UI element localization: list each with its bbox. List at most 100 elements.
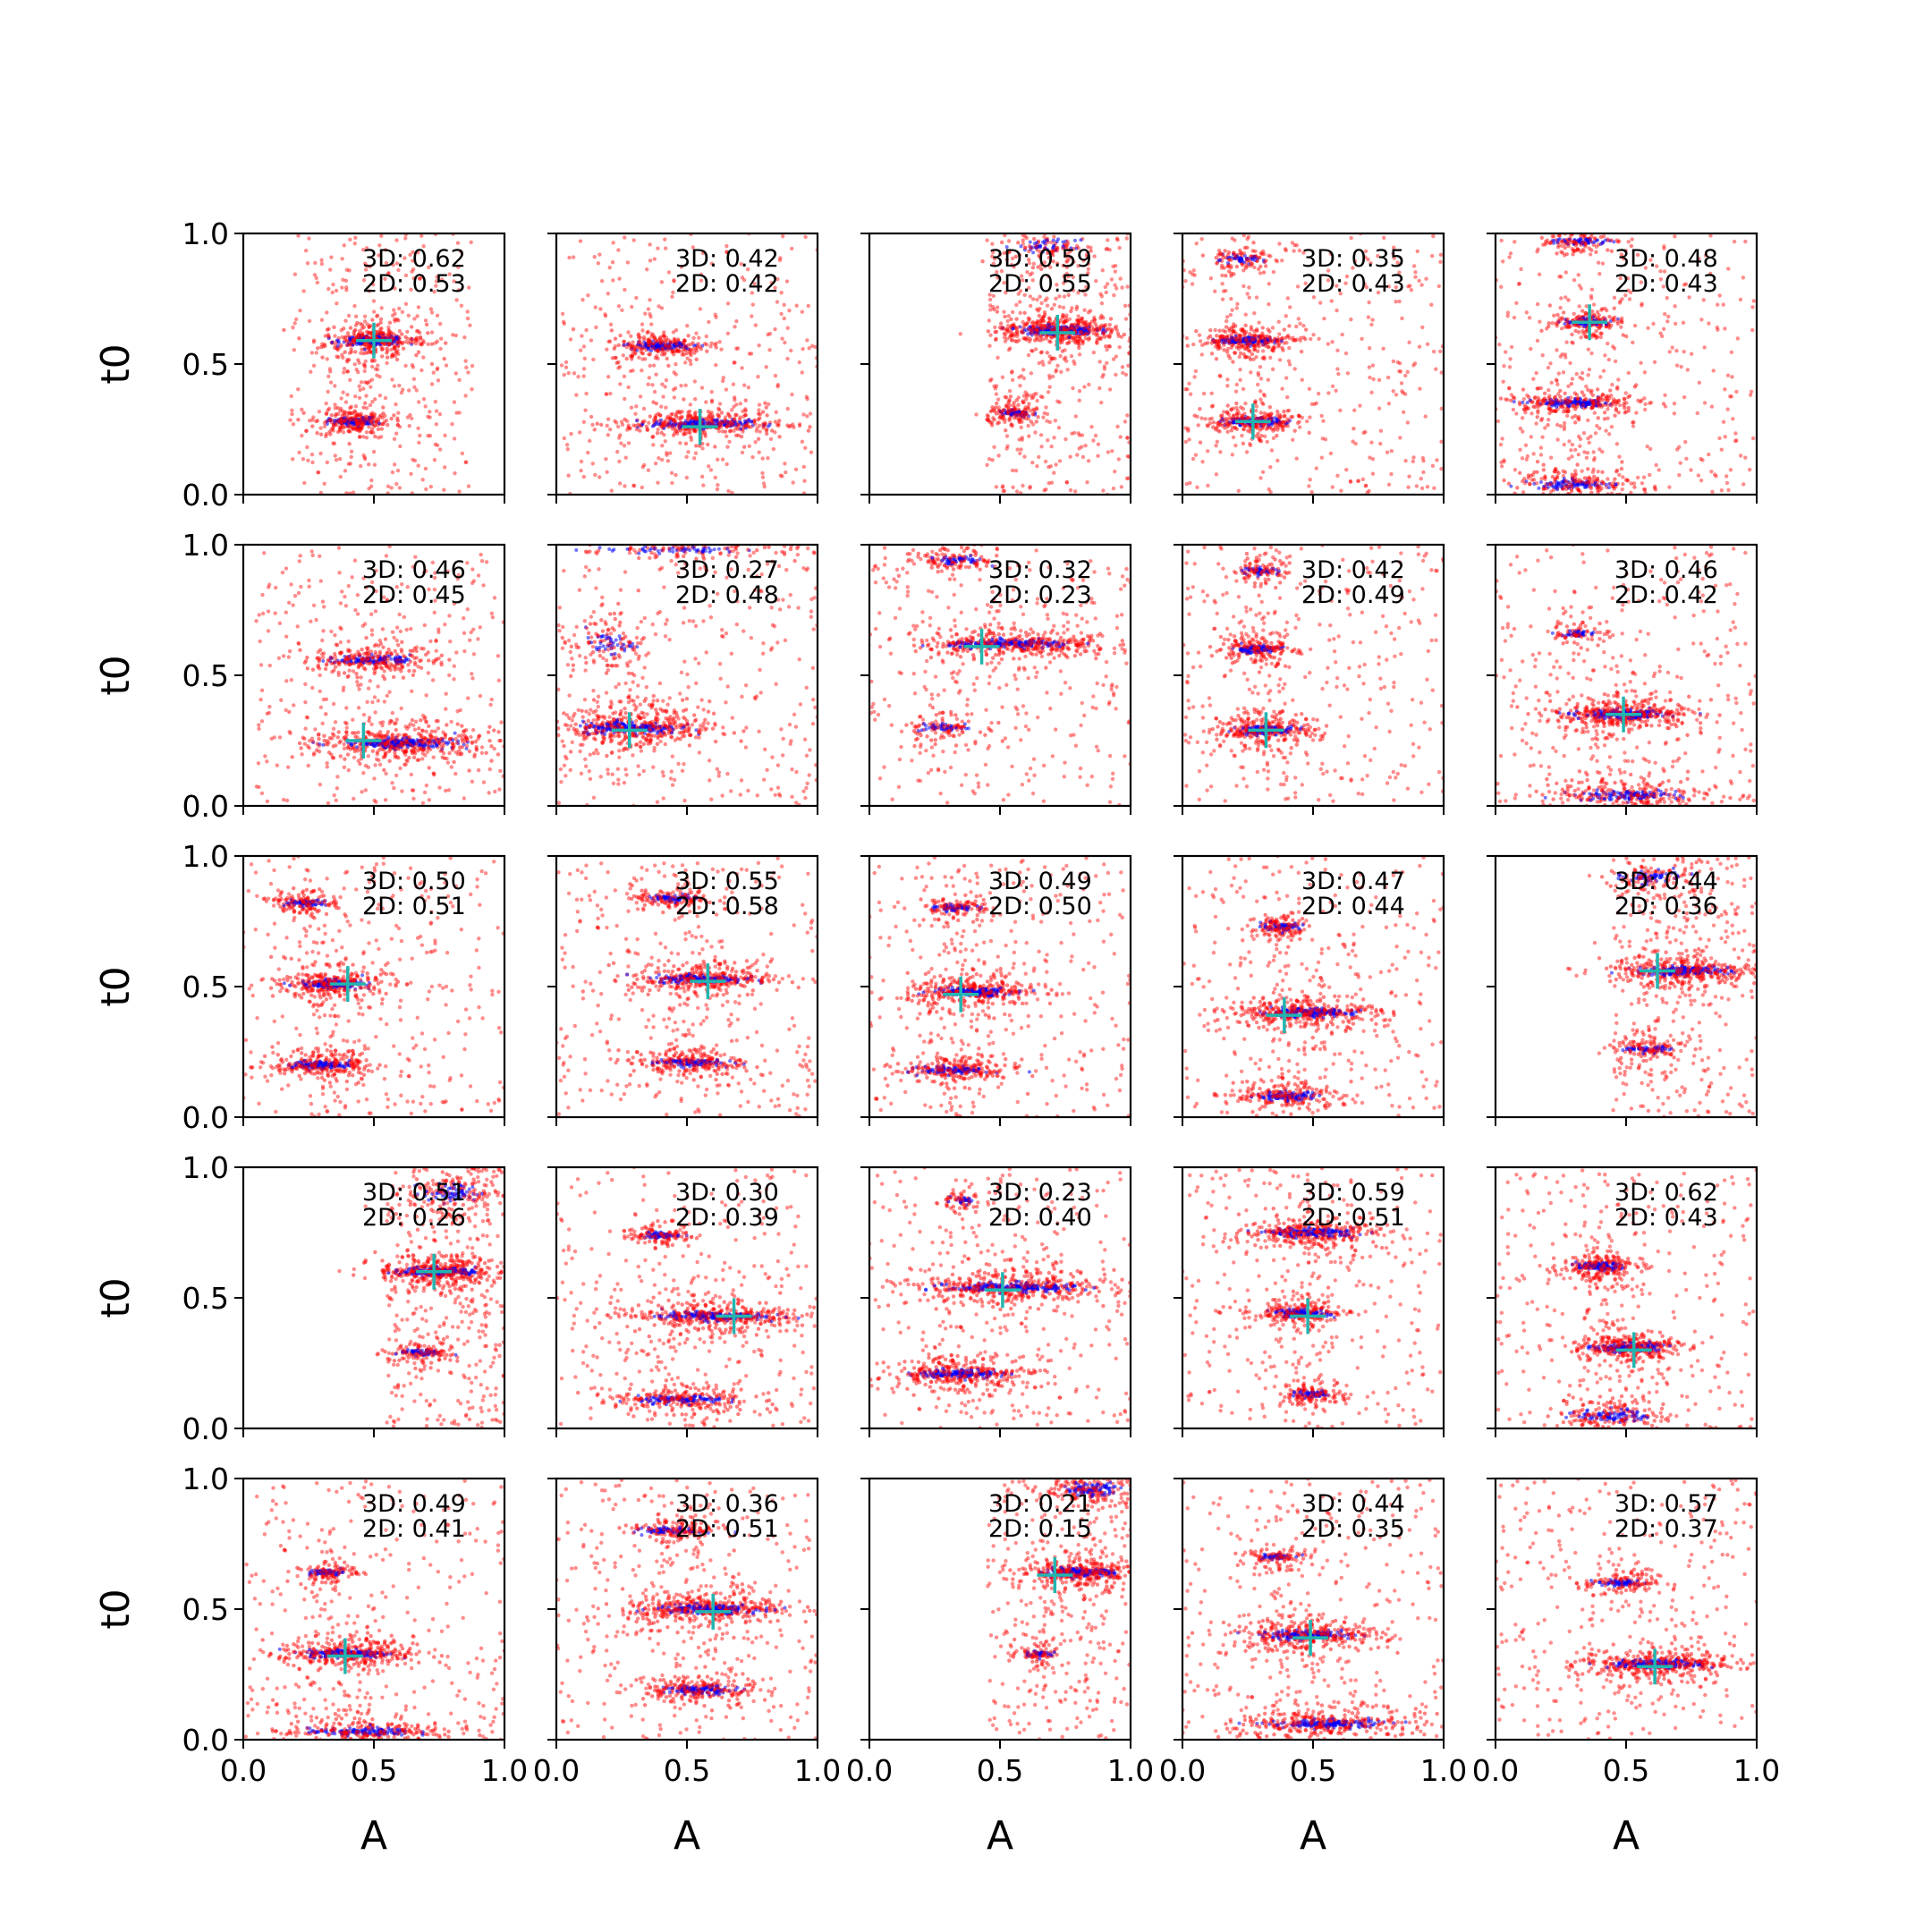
point-3d (1253, 254, 1258, 258)
point-3d-scatter (1309, 336, 1313, 342)
point-3d-scatter (322, 481, 326, 486)
point-3d (1047, 354, 1052, 359)
point-3d (994, 392, 999, 396)
point-3d (651, 400, 656, 404)
point-3d-scatter (713, 312, 717, 318)
point-3d (706, 442, 710, 447)
point-3d (659, 430, 664, 436)
point-3d-scatter (1620, 255, 1625, 259)
point-3d (1217, 429, 1222, 434)
point-2d (1267, 335, 1272, 340)
point-3d (1224, 335, 1230, 340)
point-3d-scatter (603, 312, 607, 317)
point-3d (1009, 422, 1013, 428)
point-3d (1034, 406, 1039, 411)
point-3d-scatter (1070, 431, 1074, 436)
point-3d-scatter (735, 346, 741, 351)
point-3d (652, 335, 657, 340)
point-3d-scatter (1438, 259, 1443, 264)
point-3d-scatter (1101, 372, 1106, 377)
point-3d-scatter (1646, 326, 1650, 330)
point-3d-scatter (464, 365, 469, 370)
point-3d (1245, 264, 1250, 268)
point-2d (1275, 338, 1280, 343)
point-3d-scatter (1106, 238, 1110, 242)
point-2d (1241, 260, 1246, 265)
point-2d (636, 343, 640, 347)
point-3d (1223, 421, 1227, 427)
point-3d-scatter (1256, 370, 1260, 376)
point-3d (1217, 252, 1222, 257)
point-3d-scatter (740, 275, 745, 280)
point-3d-scatter (393, 286, 397, 291)
point-3d (1038, 323, 1043, 328)
point-3d (648, 314, 653, 319)
point-3d-scatter (1743, 455, 1748, 460)
point-3d (355, 421, 360, 426)
point-3d-scatter (679, 265, 684, 269)
point-3d (414, 352, 419, 358)
point-3d (651, 345, 656, 351)
point-3d (346, 428, 352, 434)
point-3d (1255, 349, 1260, 353)
point-3d-scatter (631, 484, 637, 488)
point-3d-scatter (1121, 370, 1125, 376)
point-3d (1046, 255, 1051, 260)
point-3d (1250, 337, 1255, 342)
point-3d (646, 307, 651, 311)
point-3d-scatter (617, 276, 622, 281)
point-3d (1235, 337, 1240, 342)
point-3d-scatter (572, 371, 577, 376)
point-3d (373, 423, 377, 428)
point-3d-scatter (784, 470, 788, 475)
point-2d (394, 337, 399, 342)
point-3d (635, 344, 640, 350)
point-3d-scatter (616, 248, 621, 252)
point-3d (1269, 339, 1275, 343)
point-3d (624, 419, 630, 424)
point-3d-scatter (466, 484, 471, 488)
point-3d (339, 406, 343, 411)
point-3d-scatter (348, 462, 353, 466)
point-3d-scatter (1224, 288, 1228, 293)
point-3d-scatter (1000, 375, 1005, 379)
point-3d (710, 419, 716, 424)
point-2d (700, 343, 705, 348)
point-3d-scatter (1431, 233, 1436, 239)
point-3d-scatter (1439, 370, 1444, 375)
point-3d (682, 421, 688, 427)
point-3d-scatter (806, 303, 810, 309)
point-3d-scatter (365, 381, 370, 386)
point-3d (352, 339, 356, 343)
point-3d-scatter (1369, 390, 1374, 394)
point-3d (702, 342, 708, 346)
point-3d (1270, 345, 1275, 351)
point-3d (340, 352, 344, 357)
point-3d-scatter (800, 309, 805, 314)
point-3d (1089, 249, 1093, 253)
point-2d (335, 338, 340, 343)
point-2d (1262, 259, 1267, 264)
point-3d (1267, 344, 1271, 350)
point-2d (1238, 423, 1242, 428)
point-3d-scatter (623, 455, 628, 460)
point-3d-scatter (459, 303, 464, 308)
point-3d-scatter (1076, 291, 1080, 295)
point-3d (1016, 418, 1021, 422)
point-3d-scatter (616, 366, 621, 370)
point-3d (1016, 395, 1021, 400)
point-3d-scatter (1057, 459, 1063, 463)
point-2d (362, 347, 367, 352)
point-3d (1084, 323, 1089, 328)
point-3d-scatter (1724, 474, 1729, 479)
point-3d (1276, 338, 1281, 343)
point-3d (1031, 324, 1037, 329)
point-3d (1038, 318, 1043, 324)
point-3d (1039, 207, 1043, 210)
point-3d (1089, 319, 1095, 324)
point-3d-scatter (1043, 298, 1047, 303)
point-3d (1243, 263, 1249, 267)
point-3d (358, 321, 363, 326)
point-3d-scatter (469, 240, 473, 245)
